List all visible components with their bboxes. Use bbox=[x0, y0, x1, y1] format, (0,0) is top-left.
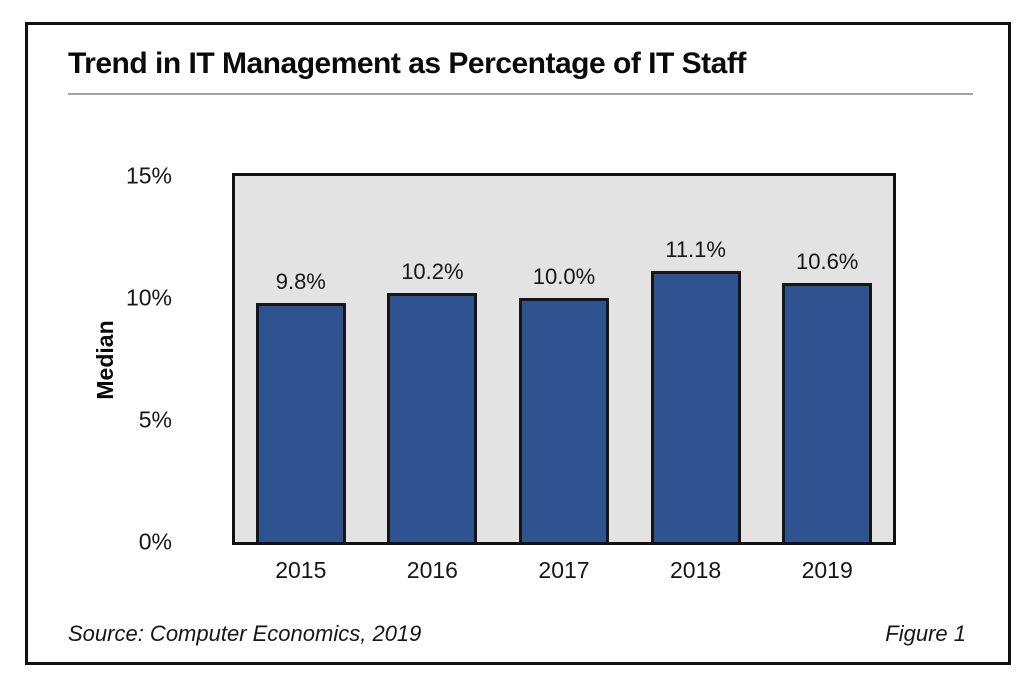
x-tick-label: 2017 bbox=[538, 557, 590, 583]
title-underline bbox=[68, 93, 973, 95]
x-tick-label: 2016 bbox=[406, 557, 458, 583]
y-tick-label: 10% bbox=[125, 284, 172, 311]
bar-2019 bbox=[782, 283, 872, 542]
source-note: Source: Computer Economics, 2019 bbox=[68, 621, 422, 646]
y-tick-label: 5% bbox=[138, 406, 172, 433]
figure-frame: Trend in IT Management as Percentage of … bbox=[25, 22, 1011, 665]
bar-value-label: 10.6% bbox=[795, 249, 859, 274]
bar-value-label: 10.0% bbox=[532, 264, 596, 289]
y-tick-label: 0% bbox=[138, 528, 172, 555]
y-tick-label: 15% bbox=[125, 162, 172, 189]
plot-area bbox=[232, 173, 896, 545]
bar-2018 bbox=[651, 271, 741, 542]
x-tick-label: 2019 bbox=[801, 557, 853, 583]
bar-value-label: 9.8% bbox=[275, 269, 326, 294]
bar-2015 bbox=[256, 303, 346, 542]
y-axis-label: Median bbox=[91, 320, 118, 400]
x-tick-label: 2018 bbox=[670, 557, 722, 583]
bar-value-label: 11.1% bbox=[665, 237, 726, 262]
bar-2016 bbox=[387, 293, 477, 542]
chart-title: Trend in IT Management as Percentage of … bbox=[68, 47, 746, 80]
bar-value-label: 10.2% bbox=[401, 259, 464, 284]
x-tick-label: 2015 bbox=[275, 557, 327, 583]
figure-number-label: Figure 1 bbox=[885, 621, 966, 646]
bar-2017 bbox=[519, 298, 609, 542]
